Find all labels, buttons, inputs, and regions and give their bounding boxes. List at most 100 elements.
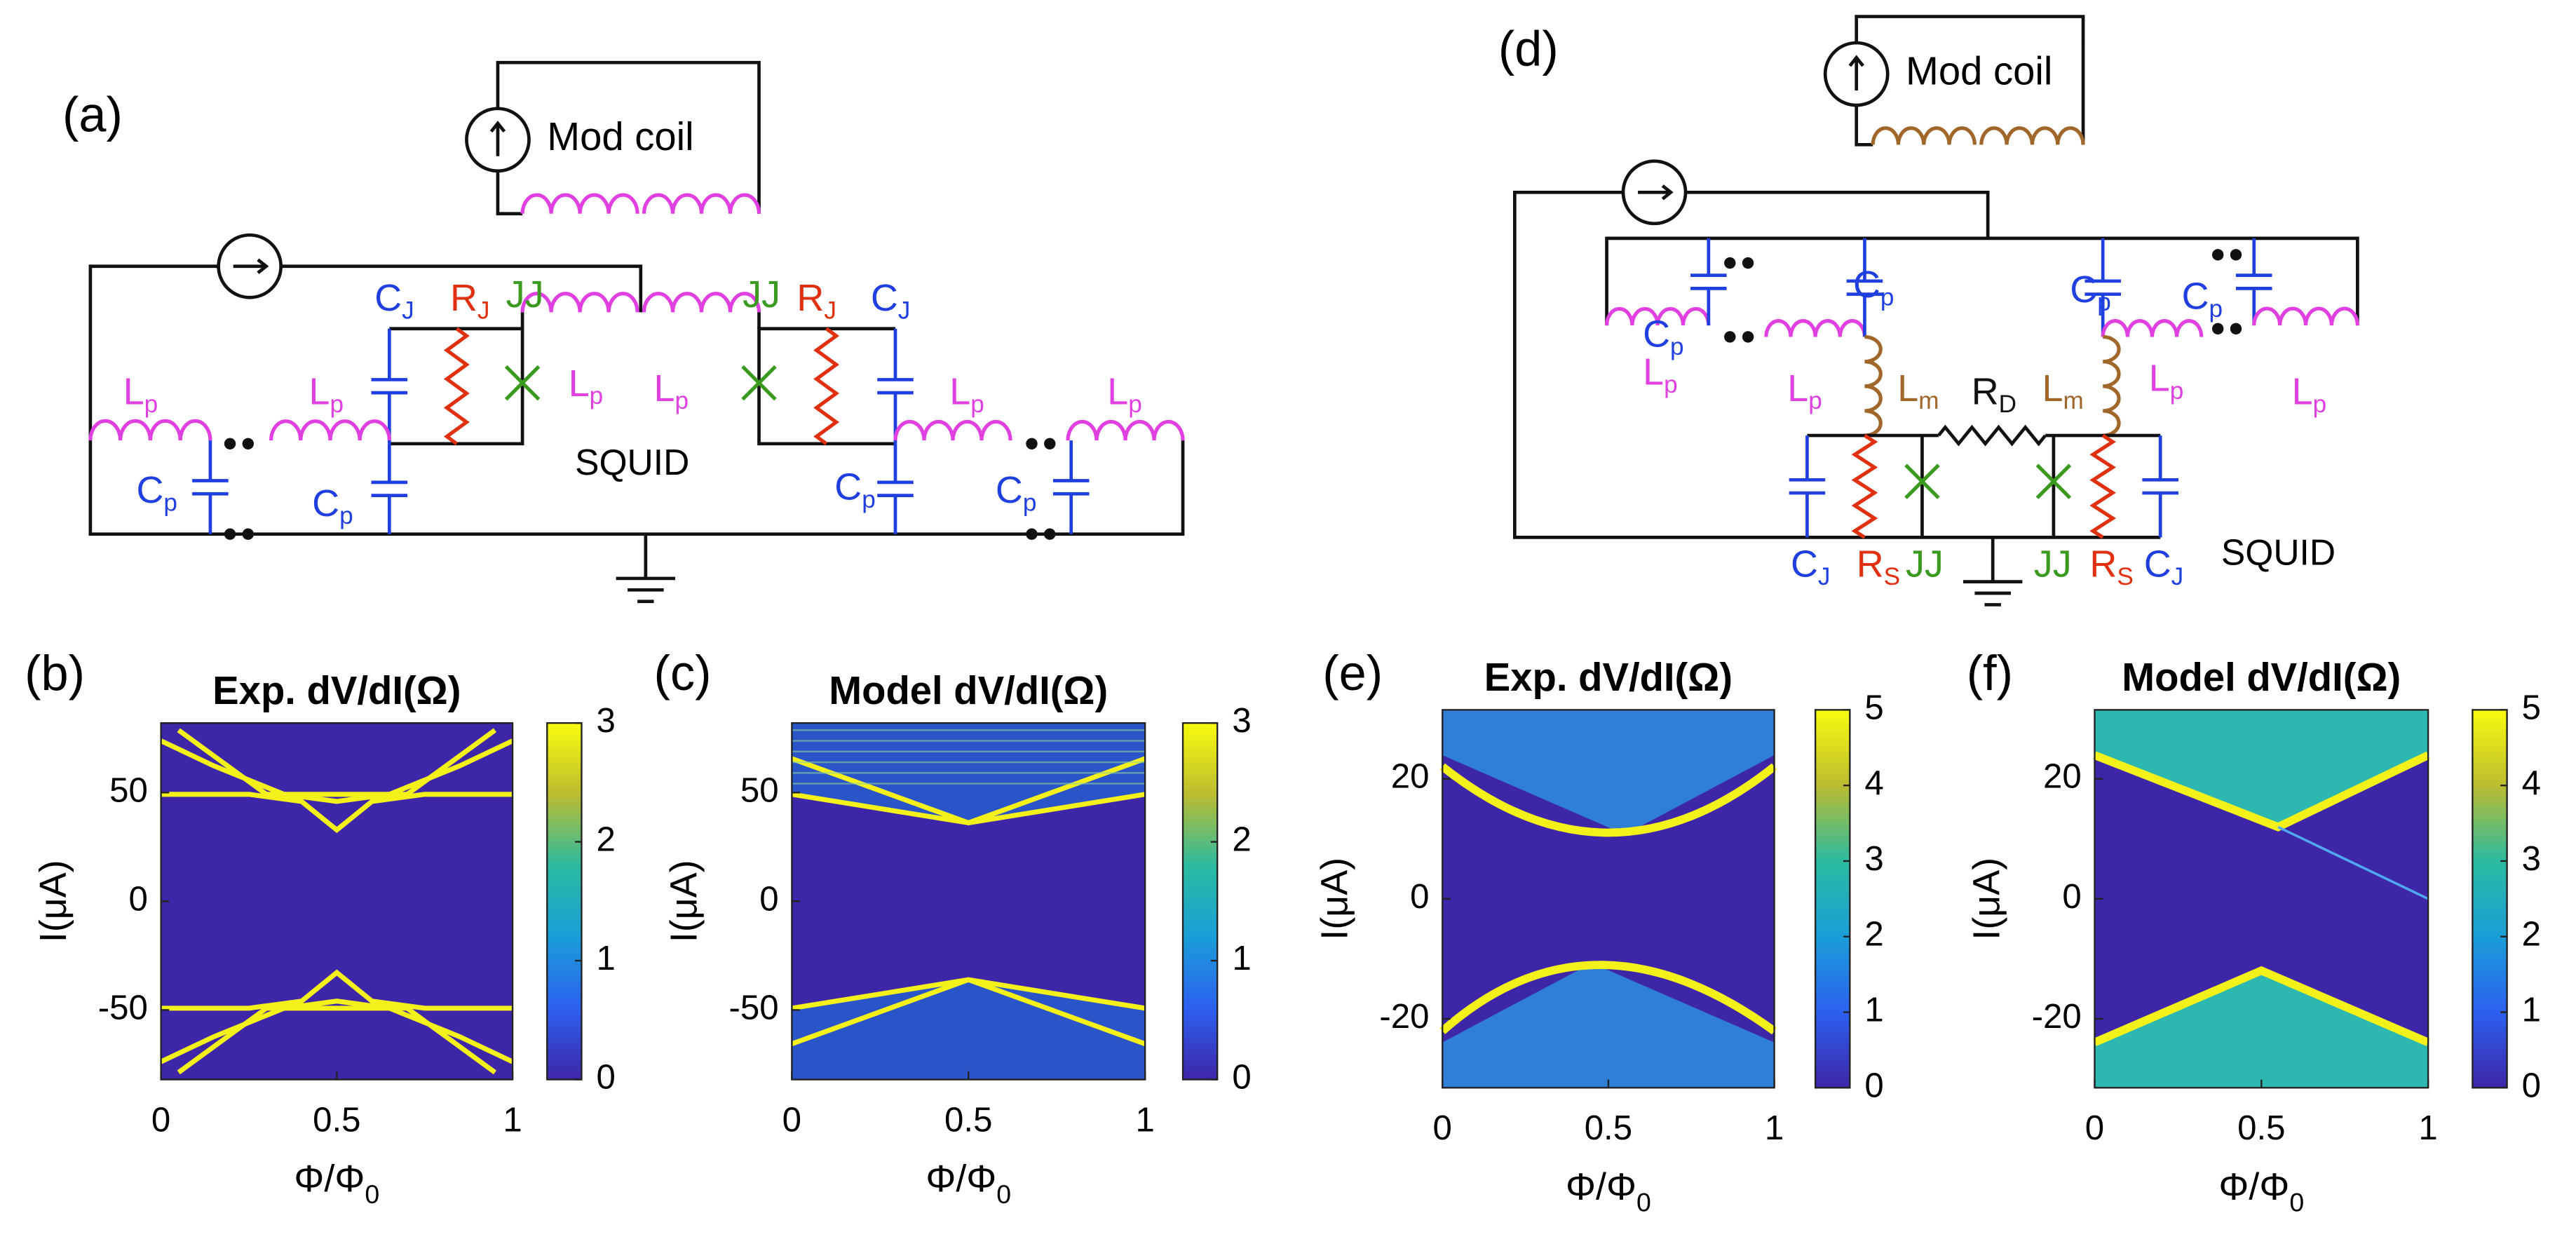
colorbar (1814, 709, 1851, 1089)
dot (1026, 438, 1038, 449)
ground (616, 534, 676, 604)
component-label: Lp (654, 367, 689, 414)
mod-coil-label: Mod coil (547, 114, 693, 158)
y-tick-label: 0 (129, 879, 148, 918)
wire (88, 264, 1185, 536)
resistor (1937, 424, 2047, 447)
component-label: Lm (2042, 367, 2083, 414)
label-sub: p (1808, 387, 1822, 414)
inductor (520, 292, 639, 313)
component-label: CJ (1791, 543, 1830, 590)
colorbar-tick-label: 4 (1864, 764, 1883, 802)
component-label: Lm (1897, 367, 1939, 414)
y-axis-label: I(μA) (32, 860, 74, 942)
squid-label: SQUID (2221, 532, 2336, 573)
y-tick-label: 0 (759, 879, 778, 918)
label-main: R (450, 277, 477, 319)
label-main: C (2144, 543, 2171, 585)
colorbar-tick-label: 5 (1864, 688, 1883, 726)
x-axis-label: Φ/Φ0 (1566, 1166, 1651, 1217)
capacitor (2235, 238, 2272, 326)
resistor (1851, 433, 1878, 539)
label-main: C (136, 469, 163, 511)
component-label: Cp (136, 469, 177, 516)
x-tick-label: 0.5 (1585, 1109, 1632, 1147)
wire (496, 170, 523, 216)
inductor (1871, 126, 1977, 145)
colorbar-tick-label: 1 (597, 939, 616, 977)
x-tick-label: 0.5 (2237, 1109, 2285, 1147)
x-label-main: Φ/Φ (1566, 1166, 1636, 1208)
label-sub: J (477, 297, 490, 325)
y-tick-label: 0 (2062, 877, 2081, 916)
component-label: Lp (123, 371, 158, 418)
component-label: RJ (796, 277, 836, 324)
wire (1605, 236, 2359, 326)
label-main: R (1857, 543, 1884, 585)
component-label: Cp (2070, 269, 2110, 316)
label-main: L (2292, 371, 2313, 413)
label-sub: p (339, 503, 353, 530)
inductor (2252, 306, 2359, 326)
colorbar-tick-label: 2 (2522, 915, 2541, 954)
label-sub: J (898, 297, 911, 325)
x-label-main: Φ/Φ (2218, 1166, 2289, 1208)
inductor (520, 193, 639, 214)
label-main: R (2089, 543, 2117, 585)
inductor (1066, 419, 1185, 441)
x-tick-label: 1 (1765, 1109, 1784, 1147)
label-sub: p (2313, 391, 2327, 418)
inductor (88, 419, 212, 441)
label-main: C (1643, 313, 1670, 356)
heatmap-feature (160, 738, 514, 804)
y-tick-label: -50 (98, 988, 148, 1027)
inductor (269, 419, 391, 441)
component-label: Lp (1643, 351, 1678, 398)
capacitor (371, 443, 408, 534)
component-label: JJ (506, 273, 544, 316)
panel-label: (f) (1967, 645, 2013, 700)
inductor (2101, 319, 2204, 337)
component-label: Cp (834, 466, 875, 513)
inductor (1604, 306, 1711, 326)
capacitor (2084, 238, 2121, 337)
heatmap-feature (1442, 963, 1775, 1088)
inductor (1864, 334, 1883, 438)
label-main: L (949, 371, 970, 413)
dot (1742, 331, 1754, 343)
x-tick-label: 0.5 (944, 1100, 992, 1139)
heatmap-feature (2094, 710, 2429, 827)
junction (741, 365, 777, 401)
heatmap-feature (792, 980, 1146, 1080)
heatmap-feature (791, 977, 1146, 1047)
label-main: C (2070, 269, 2097, 311)
label-main: JJ (1906, 543, 1944, 585)
label-sub: p (590, 382, 604, 409)
arrow (489, 121, 506, 156)
heatmap-feature (177, 728, 497, 797)
wire (1855, 15, 2085, 145)
component-label: Lp (2149, 358, 2184, 405)
y-tick-label: -20 (1379, 997, 1429, 1036)
capacitor (877, 328, 914, 444)
label-main: L (1643, 351, 1664, 393)
heatmap-feature (177, 1006, 497, 1075)
label-sub: S (2117, 563, 2133, 590)
dot (224, 528, 236, 540)
heatmap-feature (2093, 966, 2430, 1046)
colorbar-tick-label: 5 (2522, 688, 2541, 726)
inductor (642, 292, 761, 313)
panel-title: Model dV/dI(Ω) (829, 668, 1108, 712)
colorbar-tick-label: 3 (2522, 839, 2541, 878)
y-tick-label: -50 (729, 988, 779, 1027)
component-label: Lp (2292, 371, 2327, 418)
resistor (813, 327, 840, 445)
resistor (2089, 433, 2116, 539)
panel-label: (b) (25, 645, 85, 700)
x-tick-label: 0 (2085, 1109, 2104, 1147)
heatmap-feature (1439, 961, 1777, 1035)
dot (1044, 528, 1056, 540)
label-main: R (796, 277, 824, 319)
